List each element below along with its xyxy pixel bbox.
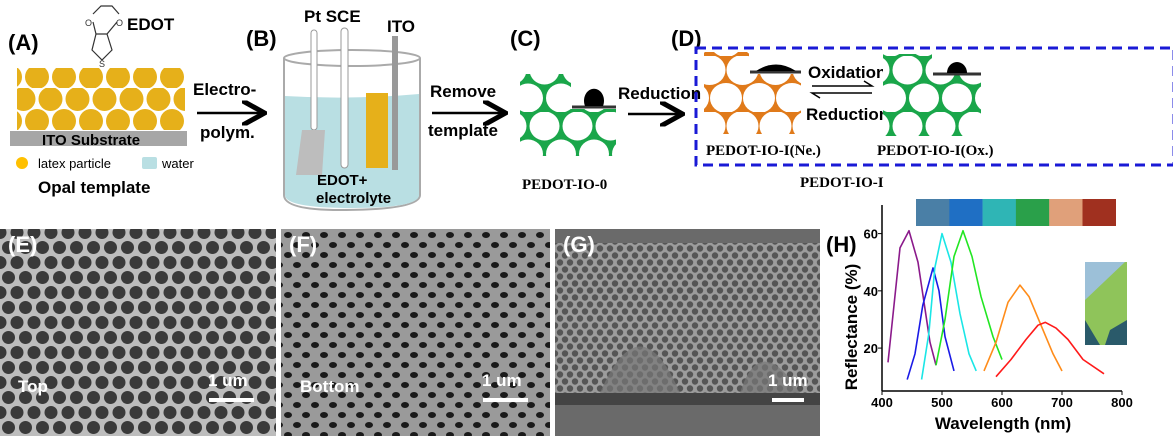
panel-g-label: (G) xyxy=(563,232,595,257)
y-axis-label: Reflectance (%) xyxy=(842,264,861,391)
svg-text:O: O xyxy=(85,18,92,28)
sem-bottom-image xyxy=(281,229,550,436)
series-line-3 xyxy=(920,232,977,380)
panel-d: (D) PEDOT-IO-I(Ne.) Oxidation Reduction … xyxy=(671,26,1173,191)
water-legend-icon xyxy=(142,157,157,169)
oxidation-arrow xyxy=(812,80,875,87)
sce-electrode xyxy=(340,27,349,169)
reduction-arrow xyxy=(809,92,872,99)
pt-sce-label: Pt SCE xyxy=(304,7,361,26)
beaker-rim xyxy=(283,49,421,67)
beaker xyxy=(283,58,421,212)
edot-label: EDOT xyxy=(127,15,175,34)
bottom-view-label: Bottom xyxy=(300,377,359,396)
flat-droplet-icon xyxy=(756,64,796,71)
panel-c: (C) PEDOT-IO-0 Reduction xyxy=(510,26,701,193)
panel-a-label: (A) xyxy=(8,30,39,55)
panel-h-label: (H) xyxy=(826,232,857,257)
y-tick-label: 60 xyxy=(864,227,878,242)
series-line-4 xyxy=(935,229,1003,366)
oxidized-caption: PEDOT-IO-I(Ox.) xyxy=(877,143,994,159)
panel-g: (G) 1 um xyxy=(555,229,820,436)
y-tick-label: 20 xyxy=(864,341,878,356)
x-tick-label: 600 xyxy=(991,395,1013,410)
svg-text:S: S xyxy=(99,59,105,69)
reduction-arrow-label: Reduction xyxy=(618,84,701,103)
panel-b: (B) Pt SCE ITO EDOT+ electrolyte Remove … xyxy=(246,7,503,212)
sem-top-image xyxy=(0,229,276,436)
panel-f: (F) Bottom 1 um xyxy=(281,229,550,436)
latex-legend-icon xyxy=(16,157,28,169)
panel-a: (A) O O S EDOT ITO Substrate latex parti… xyxy=(8,5,262,197)
pedot-io-0-caption: PEDOT-IO-0 xyxy=(522,177,607,193)
water-droplet-icon xyxy=(584,88,604,106)
color-swatch xyxy=(1082,199,1116,226)
panel-h: (H) 400 500 600 700 800 20 40 60 Wavelength (nm… xyxy=(826,199,1133,433)
edot-molecule-icon: O O S xyxy=(85,5,123,69)
oxidation-label: Oxidation xyxy=(808,63,886,82)
scale-bar-e xyxy=(209,398,254,402)
scale-bar-f xyxy=(483,398,528,402)
pt-plate xyxy=(296,130,325,175)
latex-legend-label: latex particle xyxy=(38,156,111,171)
round-droplet-icon xyxy=(947,62,967,73)
pedot-io-i-dashed-box xyxy=(694,46,1173,167)
edot-plus-label: EDOT+ xyxy=(317,172,368,189)
color-swatch xyxy=(982,199,1017,226)
panel-f-label: (F) xyxy=(289,232,317,257)
panel-b-label: (B) xyxy=(246,26,277,51)
ito-substrate-label: ITO Substrate xyxy=(42,132,140,149)
opal-latex-layer xyxy=(17,68,185,130)
svg-text:O: O xyxy=(116,18,123,28)
x-tick-label: 700 xyxy=(1051,395,1073,410)
panel-c-label: (C) xyxy=(510,26,541,51)
scale-bar-label-e: 1 um xyxy=(208,371,248,390)
opal-on-ito xyxy=(366,93,388,168)
reflectance-chart: 400 500 600 700 800 20 40 60 xyxy=(864,205,1133,410)
color-swatch xyxy=(916,199,950,226)
opal-template-caption: Opal template xyxy=(38,178,150,197)
scale-bar-label-f: 1 um xyxy=(482,371,522,390)
ito-label: ITO xyxy=(387,17,415,36)
y-tick-label: 40 xyxy=(864,284,878,299)
series-line-1 xyxy=(887,229,937,366)
reduction-label-d: Reduction xyxy=(806,105,889,124)
electropolym-arrow-bottom: polym. xyxy=(200,123,255,142)
scale-bar-label-g: 1 um xyxy=(768,371,808,390)
top-view-label: Top xyxy=(18,377,48,396)
x-tick-label: 500 xyxy=(931,395,953,410)
electrolyte-label: electrolyte xyxy=(316,190,391,207)
series-line-6 xyxy=(995,321,1105,378)
pedot-io-i-caption: PEDOT-IO-I xyxy=(800,175,884,191)
electropolym-arrow-top: Electro- xyxy=(193,80,256,99)
color-swatch xyxy=(1049,199,1083,226)
x-axis-label: Wavelength (nm) xyxy=(935,414,1071,433)
color-swatch xyxy=(1015,199,1050,226)
water-legend-label: water xyxy=(161,156,194,171)
scale-bar-g xyxy=(772,398,804,402)
x-tick-label: 800 xyxy=(1111,395,1133,410)
pt-electrode xyxy=(310,29,318,131)
panel-e-label: (E) xyxy=(8,232,37,257)
neutral-caption: PEDOT-IO-I(Ne.) xyxy=(706,143,821,159)
series-line-2 xyxy=(906,267,955,380)
x-tick-label: 400 xyxy=(871,395,893,410)
color-swatch xyxy=(949,199,983,226)
ito-substrate xyxy=(10,131,187,146)
remove-template-arrow-bottom: template xyxy=(428,121,498,140)
ito-electrode xyxy=(392,36,398,170)
remove-template-arrow-top: Remove xyxy=(430,82,496,101)
panel-e: (E) Top 1 um xyxy=(0,229,276,436)
color-swatches xyxy=(916,199,1116,226)
series-line-5 xyxy=(983,284,1063,372)
